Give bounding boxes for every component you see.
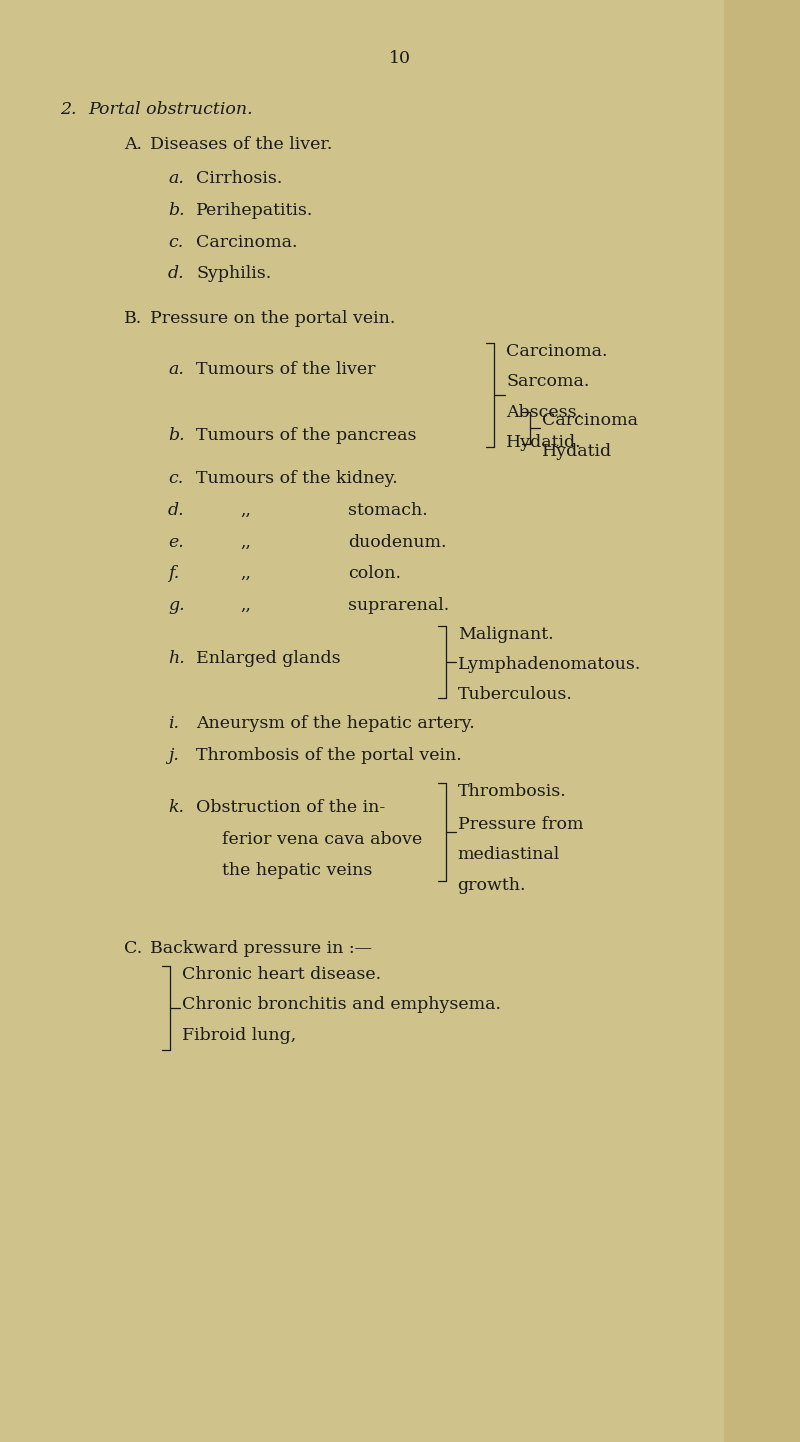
- Text: Thrombosis of the portal vein.: Thrombosis of the portal vein.: [196, 747, 462, 764]
- Text: ,,: ,,: [240, 565, 251, 583]
- Text: b.: b.: [168, 427, 185, 444]
- Text: Hydatid.: Hydatid.: [506, 434, 582, 451]
- Text: c.: c.: [168, 234, 183, 251]
- Bar: [724, 0, 800, 1442]
- Text: e.: e.: [168, 534, 184, 551]
- Text: Sarcoma.: Sarcoma.: [506, 373, 590, 391]
- Text: Tumours of the kidney.: Tumours of the kidney.: [196, 470, 398, 487]
- Text: Pressure from: Pressure from: [458, 816, 583, 833]
- Text: d.: d.: [168, 502, 185, 519]
- Text: c.: c.: [168, 470, 183, 487]
- Text: Diseases of the liver.: Diseases of the liver.: [150, 136, 333, 153]
- Text: growth.: growth.: [458, 877, 526, 894]
- Text: f.: f.: [168, 565, 179, 583]
- Text: Chronic heart disease.: Chronic heart disease.: [182, 966, 381, 983]
- Text: a.: a.: [168, 170, 184, 187]
- Text: Carcinoma.: Carcinoma.: [506, 343, 608, 360]
- Text: duodenum.: duodenum.: [348, 534, 446, 551]
- Text: Aneurysm of the hepatic artery.: Aneurysm of the hepatic artery.: [196, 715, 474, 733]
- Text: ,,: ,,: [240, 502, 251, 519]
- Text: C.: C.: [124, 940, 142, 957]
- Text: Enlarged glands: Enlarged glands: [196, 650, 341, 668]
- Text: a.: a.: [168, 360, 184, 378]
- Text: Portal obstruction.: Portal obstruction.: [88, 101, 253, 118]
- Text: B.: B.: [124, 310, 142, 327]
- Text: A.: A.: [124, 136, 142, 153]
- Text: Perihepatitis.: Perihepatitis.: [196, 202, 314, 219]
- Text: 10: 10: [389, 50, 411, 68]
- Text: Abscess.: Abscess.: [506, 404, 582, 421]
- Text: Hydatid: Hydatid: [542, 443, 612, 460]
- Text: Obstruction of the in-: Obstruction of the in-: [196, 799, 386, 816]
- Text: b.: b.: [168, 202, 185, 219]
- Text: Syphilis.: Syphilis.: [196, 265, 271, 283]
- Text: ,,: ,,: [240, 534, 251, 551]
- Text: ferior vena cava above: ferior vena cava above: [222, 831, 422, 848]
- Text: mediastinal: mediastinal: [458, 846, 560, 864]
- Text: Malignant.: Malignant.: [458, 626, 554, 643]
- Text: Backward pressure in :—: Backward pressure in :—: [150, 940, 372, 957]
- Text: d.: d.: [168, 265, 185, 283]
- Text: Chronic bronchitis and emphysema.: Chronic bronchitis and emphysema.: [182, 996, 501, 1014]
- Text: the hepatic veins: the hepatic veins: [222, 862, 373, 880]
- Text: Lymphadenomatous.: Lymphadenomatous.: [458, 656, 641, 673]
- Text: Carcinoma: Carcinoma: [542, 412, 638, 430]
- Text: Tumours of the liver: Tumours of the liver: [196, 360, 375, 378]
- Text: 2.: 2.: [60, 101, 77, 118]
- Text: k.: k.: [168, 799, 184, 816]
- Text: h.: h.: [168, 650, 185, 668]
- Text: ,,: ,,: [240, 597, 251, 614]
- Text: Tuberculous.: Tuberculous.: [458, 686, 573, 704]
- Text: g.: g.: [168, 597, 185, 614]
- Text: Cirrhosis.: Cirrhosis.: [196, 170, 282, 187]
- Text: Thrombosis.: Thrombosis.: [458, 783, 566, 800]
- Text: j.: j.: [168, 747, 179, 764]
- Text: suprarenal.: suprarenal.: [348, 597, 450, 614]
- Text: Tumours of the pancreas: Tumours of the pancreas: [196, 427, 417, 444]
- Text: i.: i.: [168, 715, 179, 733]
- Text: Fibroid lung,: Fibroid lung,: [182, 1027, 296, 1044]
- Text: stomach.: stomach.: [348, 502, 428, 519]
- Text: Pressure on the portal vein.: Pressure on the portal vein.: [150, 310, 396, 327]
- Text: colon.: colon.: [348, 565, 401, 583]
- Text: Carcinoma.: Carcinoma.: [196, 234, 298, 251]
